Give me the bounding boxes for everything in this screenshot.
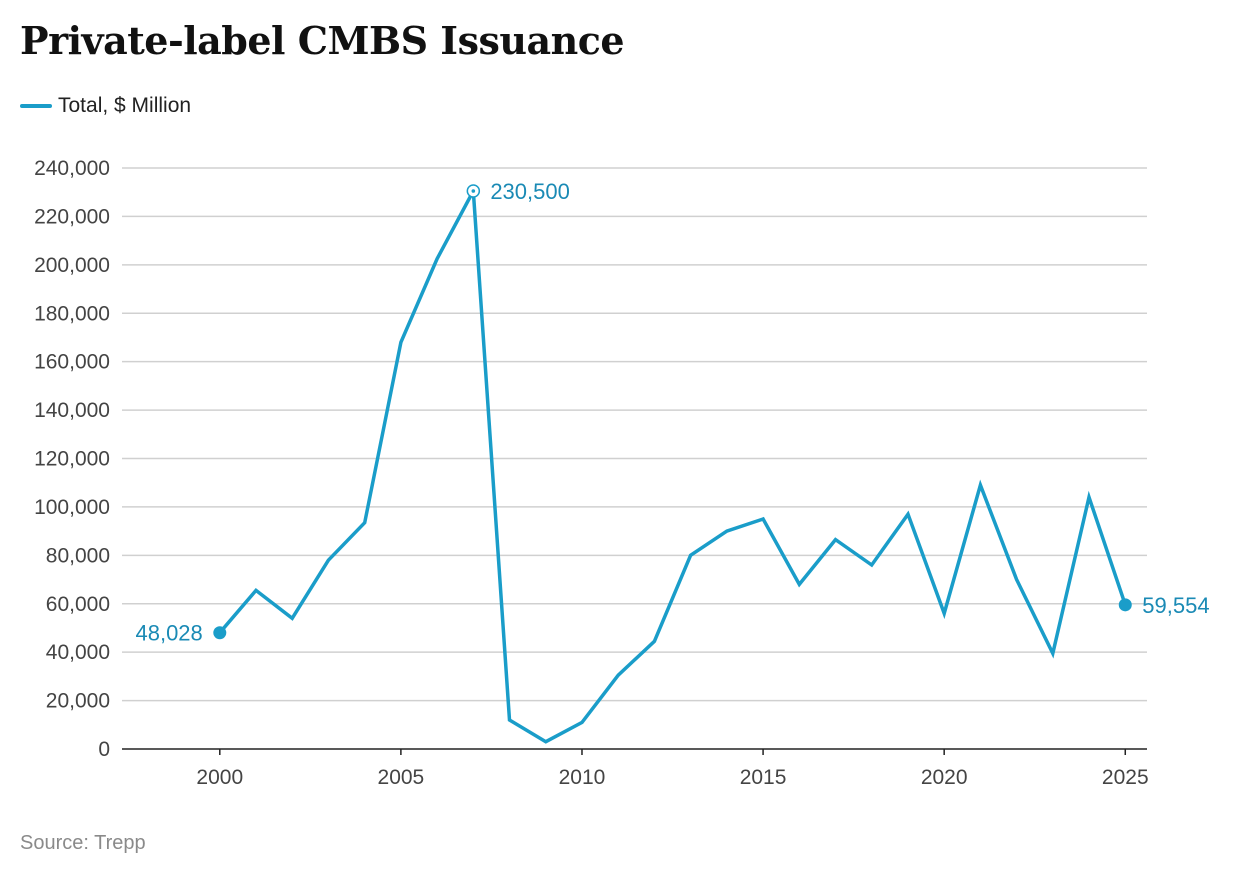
y-tick-labels: 0 20,000 40,000 60,000 80,000 100,000 120,000 1… (34, 157, 110, 761)
data-point-marker (213, 626, 227, 640)
y-tick-label: 40,000 (46, 641, 110, 664)
series-line (218, 184, 1128, 744)
chart-title: Private-label CMBS Issuance (20, 18, 625, 63)
x-tick-label: 2020 (921, 766, 968, 789)
peak-marker-dot (471, 189, 476, 193)
x-axis: 2000 2005 2010 2015 2020 2025 (122, 748, 1149, 789)
x-tick-label: 2000 (196, 766, 243, 789)
y-tick-label: 0 (98, 738, 110, 761)
y-tick-label: 20,000 (46, 690, 110, 713)
legend-swatch-line (20, 104, 52, 108)
annotations: 48,028 230,500 59,554 (135, 179, 1209, 646)
x-tick-label: 2005 (378, 766, 425, 789)
y-tick-label: 100,000 (34, 496, 110, 519)
y-tick-label: 220,000 (34, 205, 110, 228)
legend: Total, $ Million (20, 94, 191, 118)
y-tick-label: 140,000 (34, 399, 110, 422)
y-tick-label: 180,000 (34, 302, 110, 325)
x-tick-label: 2010 (559, 766, 606, 789)
legend-label: Total, $ Million (58, 94, 192, 117)
y-tick-label: 200,000 (34, 254, 110, 277)
x-tick-label: 2015 (740, 766, 787, 789)
grid-lines (122, 167, 1147, 702)
x-tick-label: 2025 (1102, 766, 1149, 789)
source-note: Source: Trepp (20, 832, 146, 854)
data-label: 59,554 (1142, 593, 1209, 618)
data-point-marker (1118, 598, 1132, 612)
y-tick-label: 60,000 (46, 593, 110, 616)
y-tick-label: 160,000 (34, 351, 110, 374)
y-tick-label: 80,000 (46, 544, 110, 567)
data-label: 48,028 (135, 621, 202, 646)
data-label: 230,500 (490, 179, 570, 204)
series-group (218, 184, 1128, 744)
y-tick-label: 240,000 (34, 157, 110, 180)
y-tick-label: 120,000 (34, 448, 110, 471)
